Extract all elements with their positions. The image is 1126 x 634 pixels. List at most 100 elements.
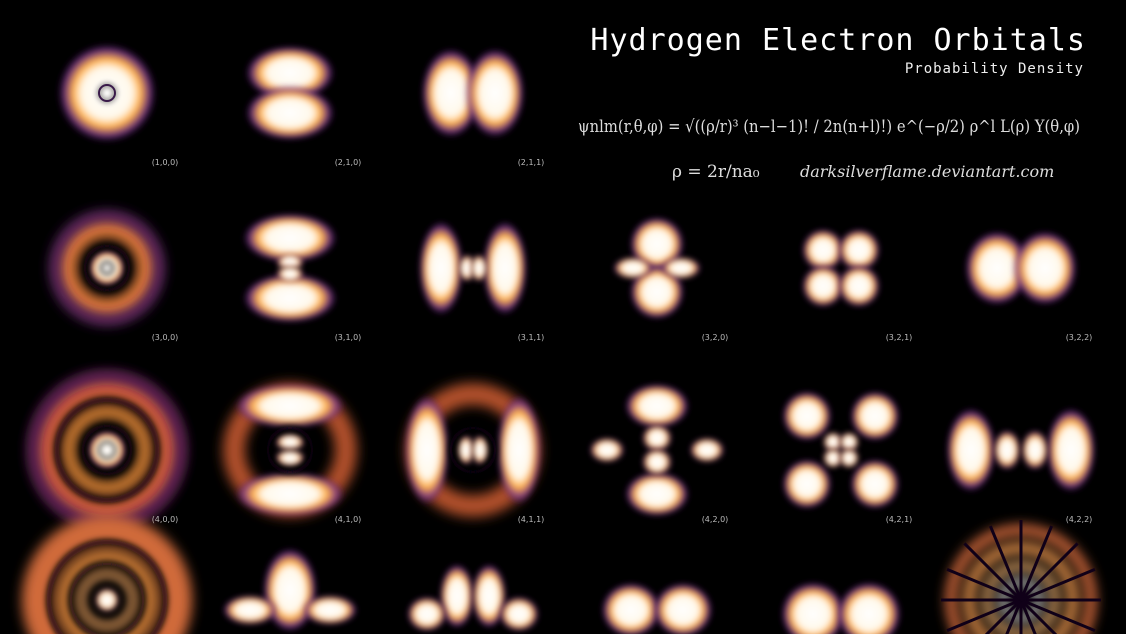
orbital-node xyxy=(984,598,1023,634)
orbital-lobe xyxy=(801,264,845,308)
orbital-node xyxy=(54,397,160,503)
orbital-node xyxy=(100,261,114,275)
orbital-label: (4,2,0) xyxy=(702,515,729,524)
orbital-lobe xyxy=(653,582,713,634)
subtitle: Probability Density xyxy=(905,61,1084,77)
orbital-lobe xyxy=(471,563,507,629)
orbital xyxy=(222,547,358,633)
orbital-lobe xyxy=(482,220,528,316)
orbital-label: (1,0,0) xyxy=(152,158,179,167)
orbital-label: (3,1,1) xyxy=(518,333,545,342)
orbital-lobe xyxy=(245,85,335,141)
orbital-label: (2,1,1) xyxy=(518,158,545,167)
orbital-lobe xyxy=(439,563,475,629)
orbital-node xyxy=(963,542,1023,602)
orbital-lobe xyxy=(407,596,447,632)
orbital-lobe xyxy=(837,228,881,272)
orbital-ring xyxy=(77,570,137,630)
orbital-node xyxy=(1005,599,1023,634)
orbital: (3,0,0) xyxy=(50,211,178,342)
orbital-lobe xyxy=(1021,430,1049,470)
orbital-ring xyxy=(63,406,151,494)
orbital: (4,1,1) xyxy=(404,383,545,524)
orbital-label: (3,2,2) xyxy=(1066,333,1093,342)
orbital-lobe xyxy=(94,587,120,613)
orbital-lobe xyxy=(589,437,625,463)
orbital-ring xyxy=(57,550,157,634)
orbital-ring xyxy=(22,515,192,634)
orbital-lobe xyxy=(782,391,832,441)
orbital-lobe xyxy=(782,459,832,509)
orbital-node xyxy=(946,598,1022,633)
orbital-lobe xyxy=(499,596,539,632)
orbital-node xyxy=(81,424,133,476)
orbital-lobe xyxy=(850,459,900,509)
orbital-lobe xyxy=(1012,230,1078,306)
orbital-label: (3,2,0) xyxy=(702,333,729,342)
orbital-label: (3,1,0) xyxy=(335,333,362,342)
orbital-node xyxy=(46,539,168,634)
orbital-lobe xyxy=(946,407,996,493)
orbital-lobe xyxy=(458,254,476,282)
orbital-lobe xyxy=(235,471,345,517)
orbital-node xyxy=(1019,542,1079,602)
orbital-lobe xyxy=(275,449,305,467)
orbital-ring xyxy=(32,375,182,525)
orbital: (3,2,1) xyxy=(801,228,913,342)
orbital-lobe xyxy=(661,256,701,280)
orbital-lobe xyxy=(601,582,661,634)
orbital-label: (4,2,1) xyxy=(886,515,913,524)
orbital-core xyxy=(98,84,116,102)
formula: ψnlm(r,θ,φ) = √((ρ/r)³ (n−l−1)! / 2n(n+l… xyxy=(578,117,1080,137)
orbital-node xyxy=(946,567,1022,602)
orbital-lobe xyxy=(496,395,542,505)
orbital-node xyxy=(1019,598,1058,634)
orbital xyxy=(780,581,902,634)
orbital-node xyxy=(449,426,497,474)
orbital-label: (4,2,2) xyxy=(1066,515,1093,524)
orbital-lobe xyxy=(235,383,345,429)
orbital-lobe xyxy=(836,581,902,634)
orbital-lobe xyxy=(457,435,475,465)
orbital-node xyxy=(266,426,314,474)
orbital-ring xyxy=(50,211,164,325)
orbital-lobe xyxy=(780,581,846,634)
orbital-lobe xyxy=(404,395,450,505)
orbital-node xyxy=(988,525,1023,601)
orbital-lobe xyxy=(850,391,900,441)
orbital xyxy=(941,520,1101,634)
orbital xyxy=(601,582,713,634)
orbital-label: (3,2,1) xyxy=(886,333,913,342)
orbital-lobe xyxy=(470,254,488,282)
orbital-lobe xyxy=(964,230,1030,306)
orbital-lobe xyxy=(839,432,859,452)
credit: darksilverflame.deviantart.com xyxy=(800,162,1054,181)
orbital-label: (4,0,0) xyxy=(152,515,179,524)
orbital-lobe xyxy=(993,430,1021,470)
orbital-lobe xyxy=(57,43,157,143)
orbital-lobe xyxy=(823,448,843,468)
orbital-node xyxy=(83,244,131,292)
orbital-node xyxy=(1020,567,1096,602)
rho-definition: ρ = 2r/na₀ xyxy=(672,162,760,182)
orbital-lobe xyxy=(823,432,843,452)
orbital-lobe xyxy=(689,437,725,463)
orbital: (4,1,0) xyxy=(223,383,362,524)
orbital-node xyxy=(89,582,125,618)
orbital-lobe xyxy=(471,435,489,465)
orbital-lobe xyxy=(629,216,685,272)
orbital-label: (4,1,1) xyxy=(518,515,545,524)
orbital-lobe xyxy=(88,249,126,287)
orbital-label: (4,1,0) xyxy=(335,515,362,524)
orbital-lobe xyxy=(465,48,525,138)
orbital-lobe xyxy=(222,595,278,625)
orbital-node xyxy=(1019,599,1037,634)
orbital-grid: (1,0,0) (2,1,0) (2,1,1) (3,0,0) (3,1,0) (3,1,… xyxy=(22,43,1101,634)
orbital: (3,1,1) xyxy=(418,220,545,342)
orbital: (4,2,0) xyxy=(589,383,729,524)
orbital-lobe xyxy=(839,448,859,468)
orbital-lobe xyxy=(87,430,127,470)
orbital: (1,0,0) xyxy=(57,43,178,167)
